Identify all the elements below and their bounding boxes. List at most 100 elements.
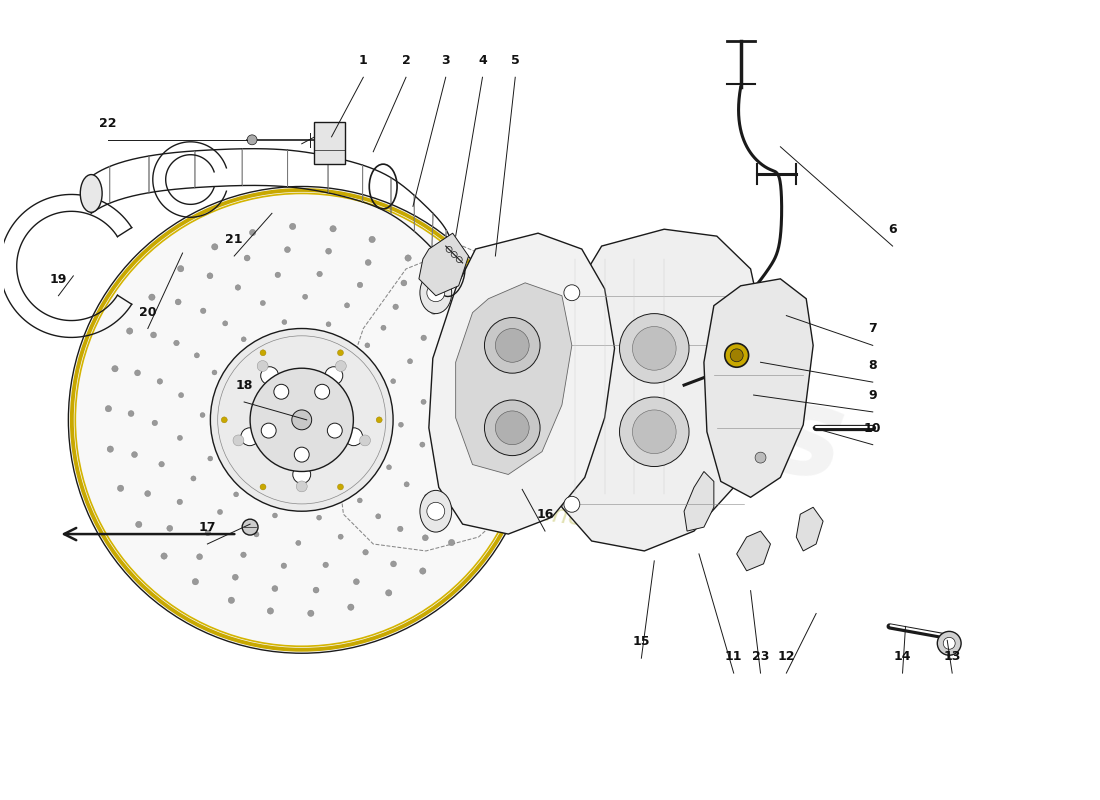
Circle shape (326, 248, 331, 254)
Circle shape (200, 308, 206, 314)
Circle shape (390, 561, 396, 567)
Polygon shape (455, 283, 572, 474)
Circle shape (126, 328, 133, 334)
Circle shape (207, 273, 213, 278)
Circle shape (158, 462, 164, 467)
Circle shape (348, 604, 354, 610)
Circle shape (490, 387, 496, 394)
Circle shape (192, 578, 199, 585)
Circle shape (210, 329, 393, 511)
Circle shape (178, 393, 184, 398)
Circle shape (261, 366, 278, 385)
Circle shape (470, 423, 475, 429)
Circle shape (296, 457, 307, 468)
Circle shape (314, 587, 319, 593)
Circle shape (484, 400, 540, 456)
Circle shape (632, 410, 676, 454)
Circle shape (177, 266, 184, 272)
Circle shape (419, 568, 426, 574)
Circle shape (317, 271, 322, 277)
Circle shape (197, 554, 202, 560)
Circle shape (425, 494, 430, 499)
Circle shape (272, 586, 278, 591)
Circle shape (381, 325, 386, 330)
Circle shape (564, 496, 580, 512)
Circle shape (421, 335, 427, 341)
Text: 8: 8 (868, 359, 877, 372)
Text: 9: 9 (868, 389, 877, 402)
Circle shape (68, 186, 535, 654)
Circle shape (471, 506, 477, 512)
Circle shape (427, 502, 444, 520)
Circle shape (385, 590, 392, 596)
Text: 5: 5 (510, 54, 519, 67)
Circle shape (398, 422, 404, 427)
Circle shape (134, 370, 141, 376)
Circle shape (267, 608, 274, 614)
Circle shape (222, 321, 228, 326)
Circle shape (365, 259, 371, 266)
Circle shape (397, 526, 403, 532)
Circle shape (118, 485, 124, 491)
Circle shape (420, 442, 425, 447)
Circle shape (484, 318, 540, 373)
Circle shape (937, 631, 961, 655)
Circle shape (200, 413, 205, 418)
Circle shape (167, 526, 173, 531)
Circle shape (208, 456, 212, 461)
Circle shape (321, 380, 332, 390)
Circle shape (145, 490, 151, 497)
Circle shape (250, 230, 256, 236)
Circle shape (295, 447, 309, 462)
Circle shape (261, 423, 276, 438)
Circle shape (431, 309, 437, 314)
Text: 1: 1 (359, 54, 367, 67)
Circle shape (177, 499, 183, 505)
Text: 7: 7 (868, 322, 877, 335)
Text: 3: 3 (441, 54, 450, 67)
Circle shape (326, 322, 331, 326)
Text: 17: 17 (199, 521, 216, 534)
Circle shape (191, 476, 196, 481)
Circle shape (353, 578, 360, 585)
Circle shape (453, 343, 459, 349)
Circle shape (363, 550, 368, 555)
Polygon shape (684, 471, 714, 531)
Circle shape (241, 337, 246, 342)
Circle shape (292, 410, 311, 430)
Circle shape (632, 326, 676, 370)
Circle shape (244, 255, 250, 261)
Circle shape (358, 282, 363, 288)
Circle shape (439, 373, 444, 378)
Circle shape (466, 382, 472, 388)
Circle shape (943, 638, 955, 650)
Circle shape (161, 553, 167, 559)
Text: 11: 11 (725, 650, 742, 663)
Circle shape (233, 435, 244, 446)
Circle shape (495, 411, 529, 445)
Circle shape (317, 515, 321, 520)
Circle shape (241, 428, 258, 446)
Circle shape (330, 226, 337, 232)
Circle shape (393, 304, 398, 310)
Circle shape (282, 320, 287, 325)
Text: 19: 19 (50, 273, 67, 286)
Text: 4: 4 (478, 54, 487, 67)
Circle shape (275, 272, 280, 278)
Circle shape (235, 285, 241, 290)
Circle shape (282, 563, 287, 569)
Circle shape (338, 484, 343, 490)
Circle shape (175, 299, 182, 305)
Text: 23: 23 (751, 650, 769, 663)
Circle shape (730, 349, 744, 362)
Circle shape (324, 366, 343, 385)
Circle shape (376, 417, 382, 423)
Circle shape (344, 428, 363, 446)
Circle shape (447, 502, 453, 508)
Polygon shape (704, 279, 813, 498)
Circle shape (323, 562, 329, 568)
Polygon shape (419, 233, 469, 296)
FancyBboxPatch shape (314, 122, 345, 164)
Circle shape (400, 280, 407, 286)
Circle shape (132, 451, 138, 458)
